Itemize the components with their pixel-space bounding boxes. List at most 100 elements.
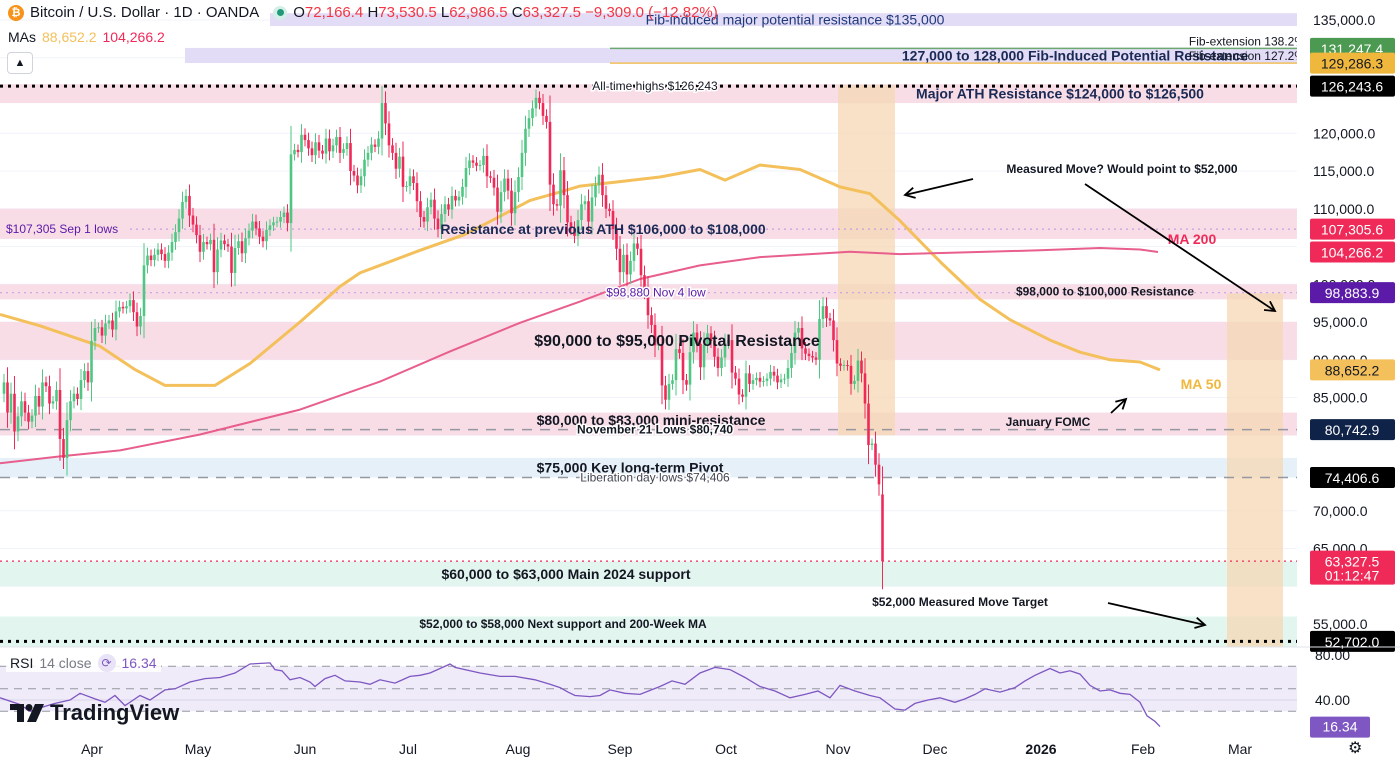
candle-body <box>139 315 142 327</box>
candle-body <box>450 195 454 210</box>
zone-band[interactable] <box>0 561 1297 587</box>
arrow-icon[interactable] <box>1110 398 1127 414</box>
rsi-legend[interactable]: RSI 14 close ⟳ 16.34 <box>6 654 161 672</box>
candle-body <box>90 340 93 383</box>
arrow-head-icon <box>1115 397 1128 410</box>
candle-body <box>240 241 244 254</box>
zone-band[interactable] <box>0 84 1297 104</box>
open-value: 72,166.4 <box>304 4 364 21</box>
zone-band[interactable] <box>0 457 1297 478</box>
candle-body <box>384 103 387 124</box>
candle-body <box>191 215 195 225</box>
arrow-icon[interactable] <box>1084 183 1276 312</box>
candle-body <box>818 318 821 360</box>
ma200-line[interactable] <box>0 247 1159 465</box>
candle-body <box>335 137 338 146</box>
line-label: $107,305 Sep 1 lows <box>6 222 118 236</box>
high-value: 73,530.5 <box>378 4 437 21</box>
candle-body <box>429 199 433 208</box>
time-tick: Mar <box>1228 741 1252 757</box>
rsi-value-text: 16.34 <box>1322 719 1357 735</box>
candle-body <box>506 178 510 191</box>
candle-body <box>566 195 569 223</box>
candle-body <box>86 371 90 383</box>
time-highlight[interactable] <box>1227 293 1283 647</box>
candle-body <box>457 196 461 201</box>
candle-body <box>436 218 440 230</box>
candle-body <box>664 385 667 400</box>
candle-body <box>272 222 275 226</box>
arrow-icon[interactable] <box>1107 602 1206 626</box>
candle-body <box>258 228 261 237</box>
ma50-line[interactable] <box>0 163 1161 387</box>
candle-body <box>492 177 496 188</box>
candle-body <box>310 148 314 156</box>
tradingview-logo[interactable]: TradingView <box>10 700 179 726</box>
candle-body <box>440 214 443 230</box>
ma50-value: 88,652.2 <box>42 29 97 45</box>
tradingview-logo-icon <box>10 704 44 722</box>
candle-body <box>786 368 790 379</box>
candle-body <box>366 152 370 160</box>
rsi-panel[interactable]: 80.00 40.00 16.34 <box>0 646 1400 738</box>
arrow-icon[interactable] <box>904 178 974 196</box>
candle-body <box>867 403 870 446</box>
candle-body <box>363 159 366 177</box>
price-tick: 85,000.0 <box>1313 390 1368 406</box>
sync-icon[interactable]: ⟳ <box>97 654 116 672</box>
candle-body <box>524 128 527 153</box>
candle-body <box>293 149 296 155</box>
candle-body <box>790 352 793 369</box>
candle-body <box>230 246 233 273</box>
arrow-head-icon <box>1194 617 1207 629</box>
candle-body <box>44 382 48 387</box>
candle-body <box>314 142 317 156</box>
symbol-header[interactable]: ₿ Bitcoin / U.S. Dollar · 1D · OANDA O72… <box>8 4 718 21</box>
candle-body <box>321 150 324 154</box>
candle-body <box>447 204 450 210</box>
candle-body <box>765 378 769 381</box>
candle-body <box>797 328 800 333</box>
candle-body <box>720 357 723 369</box>
candle-body <box>611 211 615 230</box>
candle-body <box>198 235 202 252</box>
gear-icon[interactable]: ⚙ <box>1348 740 1363 757</box>
rsi-params: 14 close <box>39 655 92 671</box>
rsi-tick: 80.00 <box>1315 647 1350 663</box>
candle-body <box>814 357 818 360</box>
symbol-title[interactable]: Bitcoin / U.S. Dollar · 1D · OANDA <box>30 4 260 21</box>
candle-body <box>517 177 520 193</box>
candle-body <box>349 143 352 171</box>
candle-body <box>55 389 58 402</box>
candle-body <box>776 375 779 383</box>
candle-body <box>692 332 695 353</box>
candle-body <box>153 254 156 261</box>
price-label-badge <box>1310 241 1395 263</box>
chevron-up-icon: ▲ <box>14 57 26 69</box>
candle-body <box>706 333 709 345</box>
candle-body <box>870 443 874 446</box>
candle-body <box>713 340 716 357</box>
candle-body <box>373 144 377 147</box>
zone-band[interactable] <box>0 208 1297 239</box>
candle-body <box>345 143 349 150</box>
candle-body <box>48 386 51 404</box>
collapse-legend-button[interactable]: ▲ <box>7 52 33 74</box>
zone-band[interactable] <box>185 47 1297 64</box>
candle-body <box>377 138 380 147</box>
candles[interactable] <box>2 86 884 590</box>
moving-averages-legend[interactable]: MAs 88,652.2 104,266.2 <box>8 29 165 45</box>
candle-body <box>303 134 307 141</box>
price-axis[interactable]: 135,000.0120,000.0115,000.0110,000.0100,… <box>1297 0 1400 652</box>
candle-body <box>748 373 751 384</box>
rsi-line[interactable] <box>0 662 1161 728</box>
time-highlight[interactable] <box>838 84 895 436</box>
time-axis[interactable]: Apr May Jun Jul Aug Sep Oct Nov Dec 2026 Feb Mar <box>81 741 1252 757</box>
candle-body <box>478 164 482 166</box>
candle-body <box>737 378 741 395</box>
zone-band[interactable] <box>270 13 1297 27</box>
candle-body <box>79 380 83 400</box>
candle-body <box>426 207 429 222</box>
time-tick: Feb <box>1131 741 1155 757</box>
